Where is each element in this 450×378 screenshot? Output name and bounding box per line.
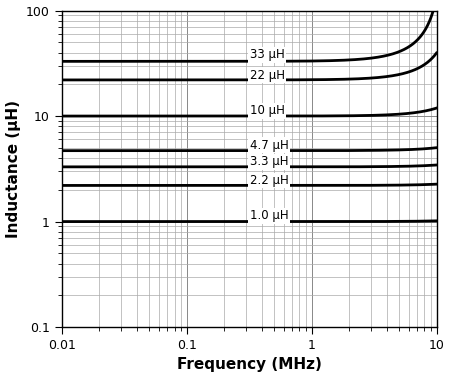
Text: 22 μH: 22 μH (250, 68, 285, 82)
Text: 1.0 μH: 1.0 μH (250, 209, 288, 223)
X-axis label: Frequency (MHz): Frequency (MHz) (177, 358, 322, 372)
Text: 3.3 μH: 3.3 μH (250, 155, 288, 168)
Y-axis label: Inductance (μH): Inductance (μH) (5, 100, 21, 238)
Text: 2.2 μH: 2.2 μH (250, 174, 288, 187)
Text: 4.7 μH: 4.7 μH (250, 139, 288, 152)
Text: 33 μH: 33 μH (250, 48, 284, 61)
Text: 10 μH: 10 μH (250, 104, 285, 118)
